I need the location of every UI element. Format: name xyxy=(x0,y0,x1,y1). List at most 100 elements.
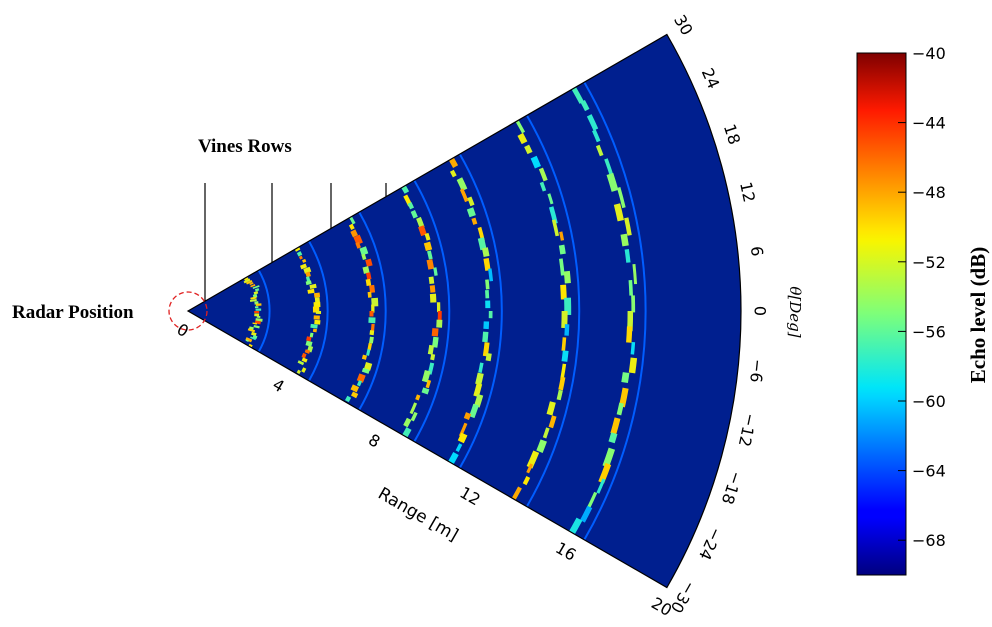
echo-segment xyxy=(524,144,533,155)
echo-segment xyxy=(301,352,307,359)
echo-segment xyxy=(424,232,431,241)
echo-segment xyxy=(542,427,550,439)
colorbar: −40 −44 −48 −52 −56 −60 −64 −68 Echo level (dB) xyxy=(856,44,990,576)
echo-segment xyxy=(558,244,566,255)
echo-segment xyxy=(485,352,492,362)
echo-segment xyxy=(522,476,531,486)
angle-tick-label: 24 xyxy=(698,65,724,91)
echo-segment xyxy=(427,344,435,355)
echo-segment xyxy=(455,443,463,453)
echo-segment xyxy=(302,258,307,263)
echo-segment xyxy=(428,276,435,285)
radar-position-label: Radar Position xyxy=(12,302,134,323)
echo-segment xyxy=(366,349,371,356)
echo-segment xyxy=(560,363,567,380)
echo-segment xyxy=(309,283,317,289)
echo-segment xyxy=(580,99,590,112)
echo-segment xyxy=(558,376,566,391)
echo-segment xyxy=(353,234,363,246)
angle-tick-label: −6 xyxy=(746,358,767,383)
echo-segment xyxy=(301,357,308,363)
radar-position-circle xyxy=(168,291,208,331)
echo-segment xyxy=(628,357,638,374)
echo-segment xyxy=(551,219,560,237)
echo-arc-faint xyxy=(458,153,503,469)
angle-tick-label: 12 xyxy=(736,180,759,204)
angle-tick-label: −12 xyxy=(735,411,761,448)
echo-segment xyxy=(254,288,260,292)
echo-segment xyxy=(564,324,570,336)
echo-segment xyxy=(526,463,534,474)
colorbar-tick-label: −52 xyxy=(912,253,946,272)
echo-segment xyxy=(592,129,601,143)
echo-segment xyxy=(626,326,633,343)
echo-arc-faint xyxy=(257,269,271,353)
echo-segment xyxy=(624,217,632,236)
echo-segment xyxy=(536,439,547,453)
colorbar-tick-label: −56 xyxy=(912,322,946,341)
echo-segment xyxy=(539,181,547,192)
echo-segment xyxy=(630,342,636,355)
echo-segment xyxy=(556,389,563,401)
echo-segment xyxy=(560,284,567,300)
colorbar-label: Echo level (dB) xyxy=(966,247,990,384)
echo-segment xyxy=(469,403,479,419)
echo-segment xyxy=(296,369,301,375)
echo-segment xyxy=(247,328,256,333)
echo-segment xyxy=(459,188,469,203)
echo-arc-faint xyxy=(413,179,451,443)
echo-segment xyxy=(482,342,490,357)
colorbar-ticks: −40 −44 −48 −52 −56 −60 −64 −68 xyxy=(898,44,946,550)
echo-segment xyxy=(485,279,490,290)
polar-sector-heatmap xyxy=(186,33,742,589)
angle-tick-label: 30 xyxy=(670,11,697,38)
echo-segment xyxy=(595,144,604,157)
echo-segment xyxy=(409,402,418,415)
echo-segment xyxy=(313,292,321,298)
echo-segment xyxy=(423,241,433,252)
echo-segment xyxy=(517,132,528,145)
range-tick-label: 4 xyxy=(269,375,287,397)
echo-segment xyxy=(250,336,257,341)
echo-segment xyxy=(546,401,556,416)
colorbar-gradient xyxy=(856,52,907,576)
echo-segment xyxy=(547,193,554,205)
echo-segment xyxy=(359,246,369,256)
echo-segment xyxy=(606,172,619,192)
echo-segment xyxy=(365,258,373,267)
echo-segment xyxy=(559,231,565,241)
echo-segment xyxy=(369,284,376,293)
echo-segment xyxy=(580,505,593,523)
echo-segment xyxy=(482,331,489,343)
echo-arc-faint xyxy=(583,81,647,541)
echo-segment xyxy=(448,157,459,169)
echo-segment xyxy=(403,417,412,428)
echo-segment xyxy=(473,394,484,408)
sector-outline xyxy=(186,33,742,589)
echo-segment xyxy=(344,395,352,403)
echo-segment xyxy=(369,336,374,344)
echo-segment xyxy=(245,339,249,343)
echo-segment xyxy=(415,394,421,401)
echo-segment xyxy=(363,362,373,371)
angle-tick-label: −30 xyxy=(667,578,700,617)
echo-segment xyxy=(433,267,438,276)
echo-segment xyxy=(367,291,372,298)
echo-segment xyxy=(616,402,624,416)
vines-rows-label: Vines Rows xyxy=(198,136,292,157)
echo-segment xyxy=(610,417,621,435)
vine-row-markers xyxy=(204,183,387,313)
range-tick-label: 12 xyxy=(457,483,484,510)
echo-segment xyxy=(350,384,360,393)
echo-segment xyxy=(621,372,630,384)
echo-segment xyxy=(488,268,494,282)
echo-segment xyxy=(356,373,366,383)
echo-segment xyxy=(402,427,412,438)
echo-segment xyxy=(303,266,312,274)
echo-segment xyxy=(410,209,418,219)
echo-segment xyxy=(356,380,363,387)
echo-segment xyxy=(620,233,629,247)
echo-segment xyxy=(483,257,491,271)
echo-segment xyxy=(548,415,557,429)
